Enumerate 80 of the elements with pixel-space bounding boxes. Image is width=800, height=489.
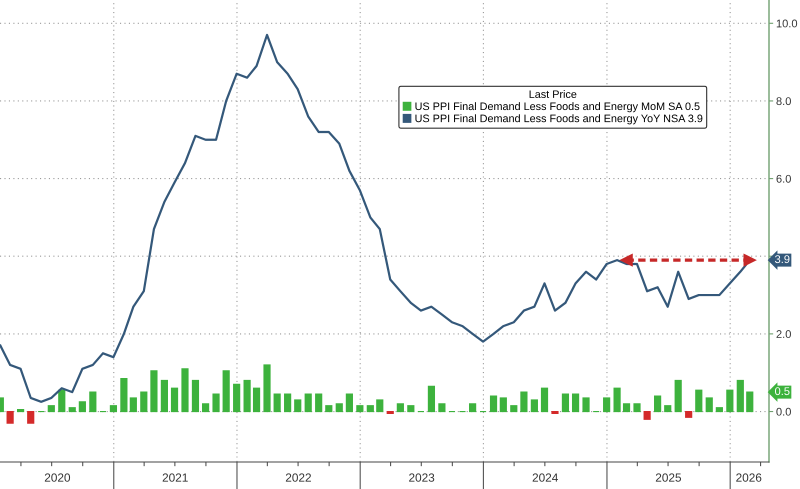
legend-label: US PPI Final Demand Less Foods and Energy MoM SA 0.5 [415, 102, 700, 112]
bar [613, 388, 621, 412]
y-tick-label: 0.0 [776, 408, 791, 416]
bar [644, 410, 651, 420]
bar [68, 407, 76, 412]
bar [274, 394, 281, 412]
bar [192, 380, 200, 412]
x-tick-label: 2022 [286, 473, 311, 482]
bar [130, 397, 137, 412]
y-tick-label: 8.0 [776, 97, 791, 106]
bar [120, 378, 128, 412]
bar [685, 410, 692, 418]
bar [304, 394, 312, 412]
bar [396, 403, 404, 412]
x-tick-label: 2023 [409, 473, 434, 482]
bar [428, 386, 436, 412]
bar [582, 397, 590, 412]
bar [222, 370, 230, 412]
bar [562, 394, 570, 412]
bar [244, 380, 251, 412]
bar [58, 390, 66, 412]
legend-title: Last Price [530, 90, 576, 98]
bar [622, 403, 630, 412]
bar [540, 388, 548, 412]
bar [48, 405, 55, 412]
y-tick-label: 10.0 [776, 20, 798, 28]
bar [233, 384, 240, 412]
bar [160, 380, 168, 412]
bar [510, 405, 518, 412]
bar [181, 368, 189, 412]
bar [438, 403, 446, 412]
y-tick-label: 2.0 [776, 330, 791, 338]
bar [572, 394, 580, 412]
bar [664, 405, 672, 412]
bar [27, 410, 34, 424]
bar [376, 399, 384, 412]
legend-label: US PPI Final Demand Less Foods and Energy YoY NSA 3.9 [415, 114, 702, 124]
x-tick-label: 2026 [736, 473, 762, 482]
x-tick-label: 2021 [162, 473, 188, 482]
x-tick-label: 2020 [44, 473, 70, 482]
y-tick-label: 6.0 [776, 174, 791, 183]
bar [603, 397, 610, 412]
bar [530, 399, 538, 412]
bar [78, 401, 86, 412]
bar [654, 395, 662, 412]
bar [674, 380, 682, 412]
bar [726, 390, 734, 412]
bar [110, 405, 118, 412]
bar [469, 403, 476, 412]
bar [716, 407, 723, 412]
bar [336, 403, 343, 412]
text: 0.5 [774, 387, 790, 396]
bar [520, 392, 528, 412]
bar [294, 399, 302, 412]
bar [356, 405, 364, 412]
bar [263, 364, 271, 412]
bar [212, 394, 220, 412]
bar [633, 403, 641, 412]
bar [150, 370, 158, 412]
x-tick-label: 2025 [656, 473, 682, 482]
bar [366, 405, 374, 412]
bar [706, 397, 713, 412]
bar [346, 394, 353, 412]
text: 3.9 [774, 255, 790, 264]
bar [490, 395, 498, 412]
bar [746, 392, 754, 412]
bar [202, 403, 210, 412]
bar [284, 394, 292, 412]
bar [252, 388, 260, 412]
bar [89, 392, 96, 412]
bar [736, 380, 744, 412]
bar [695, 390, 702, 412]
bar [325, 405, 332, 412]
bar [6, 410, 14, 424]
bar [500, 397, 507, 412]
x-tick-label: 2024 [532, 473, 558, 482]
bar [140, 392, 148, 412]
bar [315, 394, 322, 412]
bar [170, 388, 178, 412]
bar [407, 405, 414, 412]
